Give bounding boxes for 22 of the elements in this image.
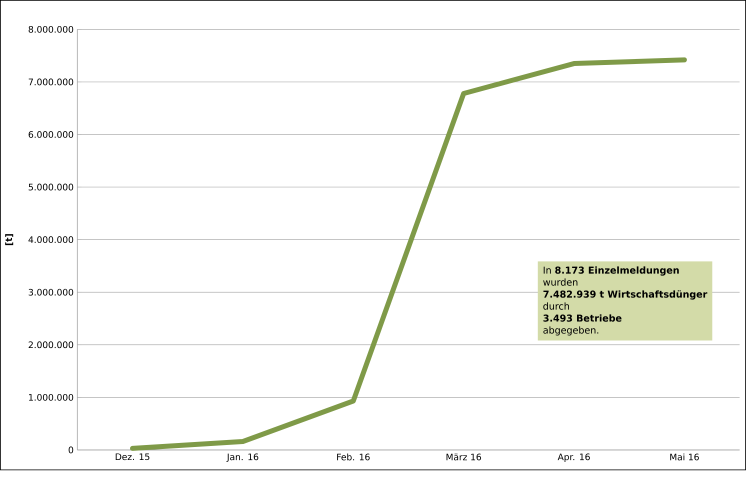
annotation: durch bbox=[543, 302, 569, 310]
y-tick-label: 5.000.000 bbox=[28, 184, 74, 191]
annotation: 3.493 Betriebe bbox=[543, 314, 622, 322]
x-tick-label: Apr. 16 bbox=[558, 454, 590, 462]
y-tick-label: 0 bbox=[68, 446, 74, 454]
x-tick-label: Mai 16 bbox=[670, 454, 699, 460]
y-tick-label: 3.000.000 bbox=[28, 288, 74, 296]
x-tick-label: Jan. 16 bbox=[226, 454, 258, 462]
annotation: wurden bbox=[543, 278, 578, 286]
y-tick-label: 1.000.000 bbox=[29, 394, 74, 401]
y-tick-label: 4.000.000 bbox=[28, 236, 74, 244]
x-tick-label: Feb. 16 bbox=[337, 454, 370, 460]
x-tick-label: Dez. 15 bbox=[116, 454, 150, 460]
x-tick-label: März 16 bbox=[446, 454, 482, 460]
y-tick-label: 2.000.000 bbox=[28, 341, 74, 348]
annotation: abgegeben. bbox=[543, 326, 598, 336]
annotation: 7.482.939 t Wirtschaftsdünger bbox=[543, 290, 708, 300]
y-tick-label: 7.000.000 bbox=[28, 78, 74, 86]
y-tick-label: 6.000.000 bbox=[28, 131, 74, 138]
y-axis-title: [t] bbox=[5, 234, 14, 246]
annotation: In 8.173 Einzelmeldungen bbox=[544, 266, 679, 276]
y-tick-label: 8.000.000 bbox=[28, 26, 74, 33]
